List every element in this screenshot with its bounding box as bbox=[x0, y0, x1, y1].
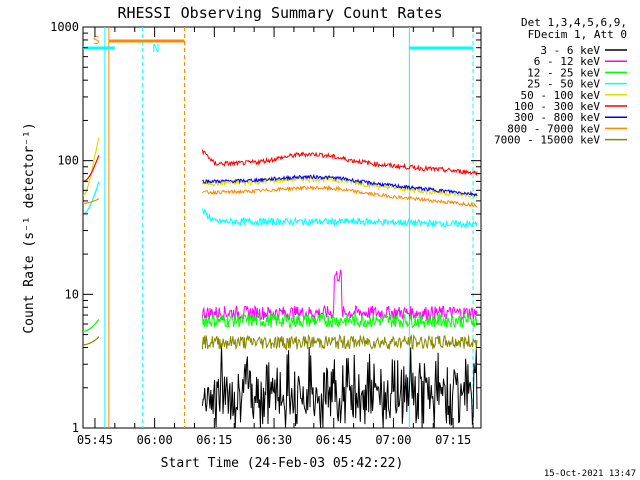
legend: Det 1,3,4,5,6,9, FDecim 1, Att 0 3 - 6 k… bbox=[494, 16, 627, 147]
series-line-early bbox=[82, 319, 100, 332]
x-tick-label: 06:45 bbox=[316, 433, 352, 447]
y-tick-label: 1000 bbox=[50, 20, 79, 34]
series-line-main bbox=[201, 174, 478, 199]
flag-label: S bbox=[93, 34, 100, 47]
legend-label: 800 - 7000 keV bbox=[507, 122, 600, 135]
series-line-early bbox=[82, 155, 100, 182]
x-tick-label: 07:00 bbox=[375, 433, 411, 447]
flag-bars: SN bbox=[83, 34, 474, 55]
series-line-main bbox=[201, 312, 478, 330]
x-axis-label: Start Time (24-Feb-03 05:42:22) bbox=[161, 456, 404, 471]
series-line-main bbox=[201, 333, 478, 351]
series-line-main bbox=[201, 344, 478, 429]
legend-label: 6 - 12 keV bbox=[534, 55, 601, 68]
x-axis-ticks: 05:45 06:00 06:15 06:30 06:45 07:00 07:15 bbox=[77, 27, 474, 447]
series-line-main bbox=[202, 184, 478, 208]
series-line-main bbox=[201, 208, 478, 229]
legend-label: 100 - 300 keV bbox=[514, 100, 600, 113]
legend-label: 300 - 800 keV bbox=[514, 111, 600, 124]
x-tick-label: 06:30 bbox=[256, 433, 292, 447]
legend-label: 50 - 100 keV bbox=[521, 89, 601, 102]
y-tick-label: 100 bbox=[57, 154, 79, 168]
legend-label: 7000 - 15000 keV bbox=[494, 134, 600, 147]
series-line-main bbox=[201, 149, 478, 177]
x-tick-label: 06:00 bbox=[137, 433, 173, 447]
series-line-early bbox=[82, 181, 100, 215]
legend-label: 25 - 50 keV bbox=[527, 78, 600, 91]
x-tick-label: 06:15 bbox=[196, 433, 232, 447]
legend-label: 3 - 6 keV bbox=[540, 44, 600, 57]
legend-header-line-1: Det 1,3,4,5,6,9, bbox=[521, 16, 627, 29]
plot-frame bbox=[82, 26, 482, 429]
y-tick-label: 10 bbox=[65, 287, 79, 301]
series-line-main bbox=[201, 269, 478, 322]
attenuator-lines bbox=[104, 27, 474, 428]
x-tick-label: 07:15 bbox=[435, 433, 471, 447]
flag-label: N bbox=[153, 42, 160, 55]
timestamp: 15-Oct-2021 13:47 bbox=[544, 469, 636, 479]
legend-label: 12 - 25 keV bbox=[527, 66, 600, 79]
y-tick-label: 1 bbox=[72, 421, 79, 435]
chart-title: RHESSI Observing Summary Count Rates bbox=[117, 4, 442, 22]
series-lines bbox=[82, 137, 478, 429]
y-axis-ticks: 1 10 100 1000 bbox=[50, 20, 481, 435]
x-tick-label: 05:45 bbox=[77, 433, 113, 447]
series-line-early bbox=[82, 198, 100, 204]
series-line-early bbox=[82, 336, 100, 346]
y-axis-label: Count Rate (s⁻¹ detector⁻¹) bbox=[22, 122, 37, 333]
series-line-main bbox=[202, 173, 478, 197]
legend-header-line-2: FDecim 1, Att 0 bbox=[528, 28, 627, 41]
